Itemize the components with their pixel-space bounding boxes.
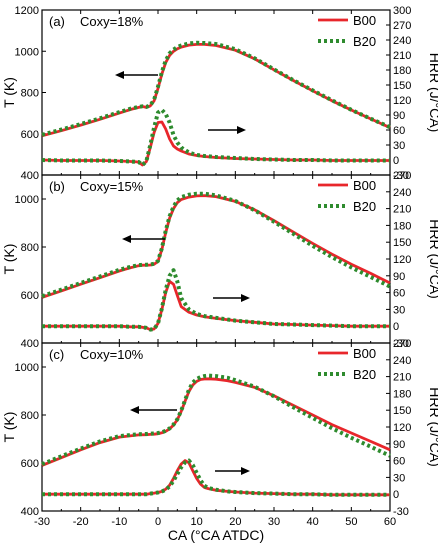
panel-label: (b): [49, 179, 65, 194]
arrow-right-icon: [237, 126, 246, 134]
x-tick-label: 0: [155, 516, 161, 528]
series-line-b00-temperature: [41, 377, 391, 467]
y-right-tick-label: 90: [393, 271, 405, 283]
x-tick-label: 10: [191, 516, 203, 528]
panel-annotation: Coxy=15%: [80, 179, 144, 194]
legend-label-b20: B20: [353, 34, 376, 49]
y-right-tick-label: 210: [393, 372, 411, 384]
y-right-tick-label: 180: [393, 220, 411, 232]
panel-label: (a): [49, 14, 65, 29]
y-right-tick-label: -30: [393, 338, 409, 350]
series-line-b00-temperature: [41, 43, 391, 138]
y-right-tick-label: 0: [393, 489, 399, 501]
legend-label-b00: B00: [353, 13, 376, 28]
arrow-left-icon: [115, 71, 124, 79]
y-right-tick-label: 60: [393, 125, 405, 137]
series-line-b20-temperature: [41, 373, 391, 467]
y-left-tick-label: 800: [21, 242, 39, 254]
y-left-tick-label: 1200: [15, 5, 39, 17]
y-right-tick-label: 120: [393, 95, 411, 107]
y-left-tick-label: 600: [21, 129, 39, 141]
y-right-axis-label: HRR (J/°CA): [427, 219, 438, 298]
y-right-tick-label: 210: [393, 204, 411, 216]
y-right-tick-label: 150: [393, 237, 411, 249]
y-right-tick-label: 150: [393, 80, 411, 92]
series-line-b20-hrr: [42, 268, 390, 332]
y-right-tick-label: 210: [393, 50, 411, 62]
x-tick-label: -30: [34, 516, 50, 528]
y-left-tick-label: 1000: [15, 46, 39, 58]
arrow-left-icon: [130, 406, 139, 414]
y-right-tick-label: 30: [393, 304, 405, 316]
y-right-tick-label: 180: [393, 65, 411, 77]
panel-annotation: Coxy=18%: [80, 14, 144, 29]
x-tick-label: 60: [384, 516, 396, 528]
y-left-tick-label: 800: [21, 410, 39, 422]
series-line-b00-temperature: [41, 194, 391, 299]
legend-label-b00: B00: [353, 178, 376, 193]
y-left-tick-label: 1000: [15, 362, 39, 374]
legend-label-b20: B20: [353, 367, 376, 382]
panel-annotation: Coxy=10%: [80, 347, 144, 362]
y-right-tick-label: 240: [393, 187, 411, 199]
y-right-tick-label: 120: [393, 254, 411, 266]
y-right-tick-label: 30: [393, 472, 405, 484]
y-right-tick-label: 240: [393, 355, 411, 367]
x-tick-label: 30: [268, 516, 280, 528]
series-line-b20-temperature: [41, 191, 391, 299]
y-right-axis-label: HRR (J/°CA): [427, 387, 438, 466]
legend-label-b20: B20: [353, 199, 376, 214]
y-right-tick-label: 180: [393, 388, 411, 400]
y-right-tick-label: 0: [393, 321, 399, 333]
y-right-tick-label: 270: [393, 20, 411, 32]
panel-b: 400 600 800 1000 -30 0 30 60 90 120 150 180 210 240 27…: [1, 170, 438, 350]
x-tick-label: 50: [345, 516, 357, 528]
arrow-right-icon: [241, 294, 250, 302]
y-right-tick-label: 60: [393, 288, 405, 300]
y-right-tick-label: 240: [393, 35, 411, 47]
x-tick-label: -20: [73, 516, 89, 528]
y-right-tick-label: 120: [393, 422, 411, 434]
plot-frame: [41, 9, 391, 176]
y-right-tick-label: -30: [393, 170, 409, 182]
y-right-tick-label: 30: [393, 140, 405, 152]
y-right-tick-label: 90: [393, 110, 405, 122]
y-right-tick-label: 60: [393, 456, 405, 468]
x-tick-label: 40: [307, 516, 319, 528]
series-line-b20-hrr: [41, 108, 390, 167]
panel-c: 400 600 800 1000 -30 0 30 60 90 120 150 180 210 240 27…: [1, 338, 438, 518]
x-axis-label: CA (°CA ATDC): [168, 527, 264, 543]
legend-label-b00: B00: [353, 346, 376, 361]
y-right-tick-label: 270: [393, 170, 411, 182]
series-line-b00-hrr: [42, 279, 390, 332]
y-left-tick-label: 400: [21, 506, 39, 518]
series-line-b20-hrr: [42, 458, 390, 497]
y-right-tick-label: 270: [393, 338, 411, 350]
y-right-tick-label: -30: [393, 506, 409, 518]
y-left-axis-label: T (K): [1, 244, 17, 275]
panel-label: (c): [49, 347, 64, 362]
y-left-tick-label: 600: [21, 458, 39, 470]
arrow-right-icon: [241, 467, 250, 475]
y-left-axis-label: T (K): [1, 77, 17, 108]
arrow-left-icon: [122, 235, 131, 243]
panel-a: 400 600 800 1000 1200 -30 0 30 60 90 120 150 180 210 2…: [1, 5, 438, 182]
y-right-tick-label: 0: [393, 155, 399, 167]
y-left-tick-label: 400: [21, 170, 39, 182]
y-left-tick-label: 800: [21, 88, 39, 100]
y-left-tick-label: 1000: [15, 194, 39, 206]
y-left-axis-label: T (K): [1, 412, 17, 443]
x-tick-label: 20: [229, 516, 241, 528]
x-tick-label: -10: [111, 516, 127, 528]
y-left-tick-label: 400: [21, 338, 39, 350]
y-right-tick-label: 150: [393, 405, 411, 417]
y-right-axis-label: HRR (J/°CA): [427, 53, 438, 132]
y-right-tick-label: 300: [393, 5, 411, 17]
y-left-tick-label: 600: [21, 290, 39, 302]
series-line-b20-temperature: [41, 40, 391, 137]
y-right-tick-label: 90: [393, 439, 405, 451]
